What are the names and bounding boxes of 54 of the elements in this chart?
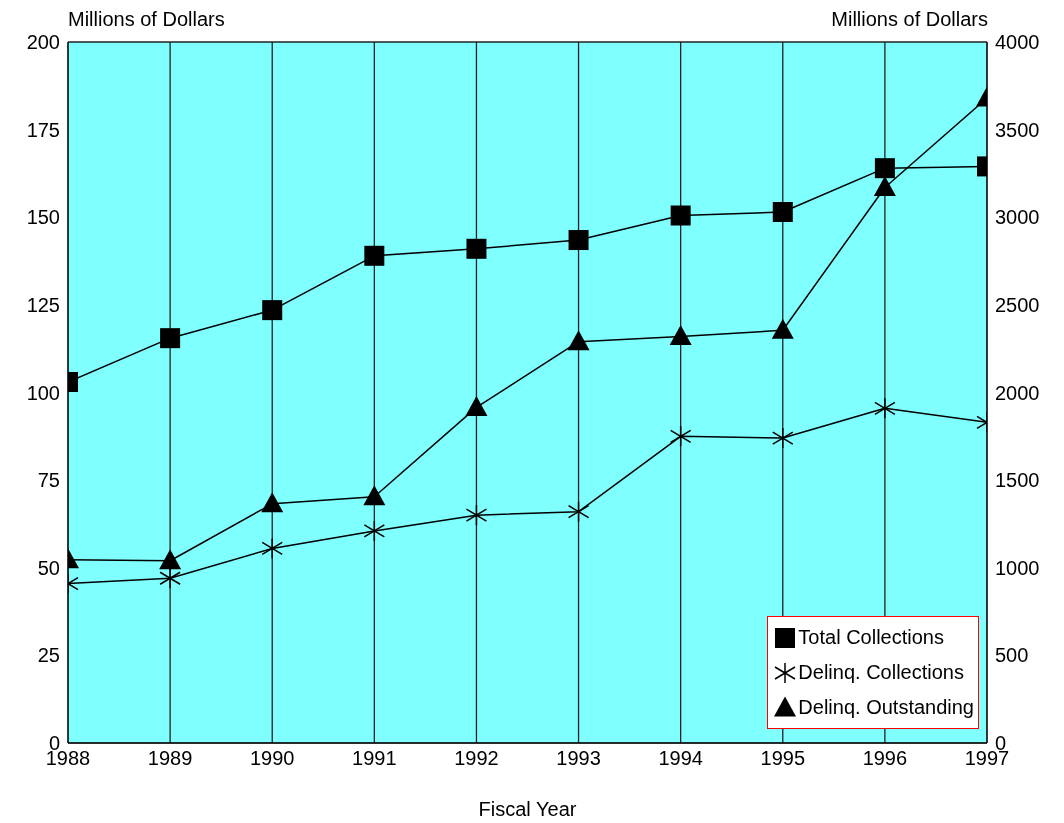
y-tick-label: 25: [37, 644, 60, 667]
y-axis-title: Millions of Dollars: [68, 8, 225, 31]
x-tick-label: 1996: [862, 747, 908, 770]
point: [262, 300, 283, 321]
point: [669, 425, 692, 448]
point: [465, 395, 488, 416]
point: [160, 328, 181, 349]
y-tick-label: 175: [26, 118, 60, 141]
x-tick-label: 1989: [147, 747, 193, 770]
x-tick-label: 1991: [352, 747, 397, 770]
point: [669, 324, 692, 345]
y2-axis-title: Millions of Dollars: [831, 8, 988, 31]
point: [159, 549, 182, 570]
legend-label: Delinq. Collections: [798, 661, 964, 684]
point: [772, 201, 793, 222]
point: [670, 205, 691, 226]
y-tick-label: 75: [37, 469, 60, 492]
y2-tick-label: 3500: [995, 118, 1040, 141]
point: [873, 175, 896, 196]
point: [771, 318, 794, 339]
x-tick-label: 1992: [454, 747, 499, 770]
y-tick-label: 125: [26, 293, 60, 316]
legend-label: Delinq. Outstanding: [798, 696, 974, 719]
y2-tick-label: 2000: [995, 381, 1040, 404]
point: [261, 492, 284, 513]
point: [363, 520, 386, 542]
y2-tick-label: 3000: [995, 206, 1040, 229]
y2-tick-label: 1500: [995, 469, 1040, 492]
x-tick-label: 1990: [249, 747, 295, 770]
legend-label: Total Collections: [798, 626, 944, 649]
x-tick-label: 1993: [556, 747, 601, 770]
point: [261, 537, 283, 560]
y-tick-label: 50: [37, 556, 60, 579]
y2-tick-label: 500: [995, 644, 1029, 667]
y-tick-label: 200: [26, 31, 60, 54]
y-tick-label: 100: [26, 381, 60, 404]
point: [568, 230, 589, 251]
point: [567, 500, 590, 523]
point: [567, 330, 590, 351]
y2-tick-label: 4000: [995, 31, 1040, 54]
point: [364, 245, 385, 266]
point: [874, 158, 895, 179]
x-axis-title: Fiscal Year: [477, 798, 578, 821]
x-tick-label: 1995: [760, 747, 806, 770]
point: [363, 485, 386, 506]
y2-tick-label: 1000: [995, 556, 1040, 579]
y2-tick-label: 2500: [995, 293, 1040, 316]
point: [466, 238, 487, 259]
point: [874, 397, 896, 420]
point: [159, 567, 181, 590]
point: [772, 427, 794, 449]
point: [465, 504, 488, 526]
y-tick-label: 150: [26, 206, 60, 229]
x-tick-label: 1994: [658, 747, 703, 770]
